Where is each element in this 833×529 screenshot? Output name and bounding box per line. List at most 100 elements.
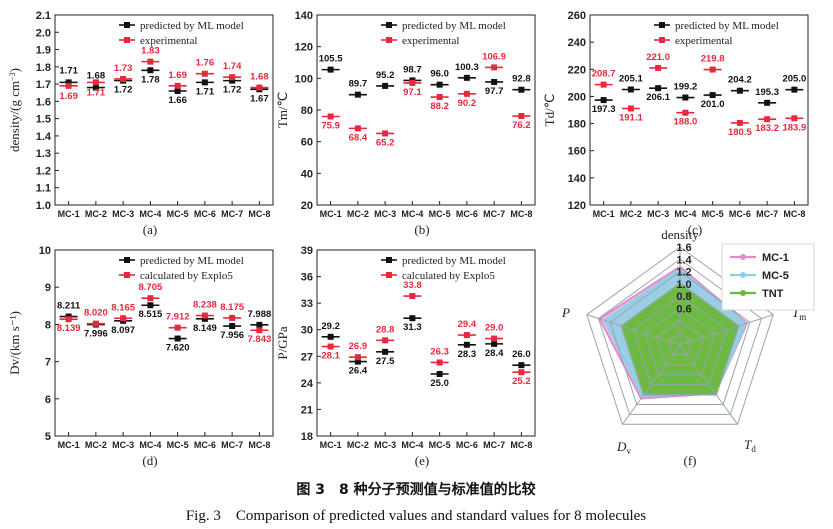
y-axis-label: density/(g cm−3) xyxy=(7,68,22,152)
data-point xyxy=(327,333,334,340)
radar-tick-label: 1.2 xyxy=(676,267,691,279)
radar-spoke xyxy=(679,344,739,425)
data-label: 1.69 xyxy=(59,91,78,102)
panel-caption: (a) xyxy=(143,222,157,237)
data-label: 88.2 xyxy=(430,101,449,112)
data-label: 27.5 xyxy=(376,356,395,367)
x-tick-label: MC-4 xyxy=(401,209,423,219)
legend-label: MC-1 xyxy=(762,252,789,264)
data-point xyxy=(409,79,416,86)
x-tick-label: MC-2 xyxy=(347,209,369,219)
data-label: 1.69 xyxy=(168,70,187,81)
legend: predicted by ML model experimental xyxy=(381,20,506,47)
panel-caption: (e) xyxy=(415,453,429,468)
legend-swatch-marker xyxy=(386,272,392,278)
data-label: 8.175 xyxy=(220,302,244,313)
y-tick-label: 24 xyxy=(301,378,314,390)
legend-label: TNT xyxy=(762,288,784,300)
data-point xyxy=(627,86,634,93)
data-point xyxy=(436,359,443,366)
data-point xyxy=(354,354,361,361)
data-label: 28.1 xyxy=(321,351,340,362)
data-point xyxy=(201,312,208,319)
radar-legend: MC-1 MC-5 TNT xyxy=(721,243,815,311)
x-tick-label: MC-3 xyxy=(112,209,134,219)
data-label: 29.0 xyxy=(485,323,504,334)
data-label: 197.3 xyxy=(592,104,616,115)
y-tick-label: 8 xyxy=(45,319,51,331)
y-tick-label: 120 xyxy=(568,200,586,212)
data-label: 97.7 xyxy=(485,86,504,97)
legend-label: experimental xyxy=(140,35,197,47)
radar-grid-ring xyxy=(609,270,751,405)
x-tick-label: MC-8 xyxy=(510,209,532,219)
data-point xyxy=(409,293,416,300)
data-label: 28.8 xyxy=(376,324,395,335)
legend-swatch-marker xyxy=(124,257,130,263)
y-axis-label: Td/℃ xyxy=(542,94,557,127)
plot-frame xyxy=(54,14,274,206)
legend-swatch-marker xyxy=(124,37,130,43)
radar-grid-ring xyxy=(667,332,693,356)
data-label: 7.843 xyxy=(247,334,271,345)
y-tick-label: 1.8 xyxy=(36,62,51,74)
data-label: 100.3 xyxy=(455,62,479,73)
data-point xyxy=(327,113,334,120)
y-tick-label: 1.6 xyxy=(36,96,51,108)
data-label: 1.73 xyxy=(114,63,133,74)
radar-spoke xyxy=(679,314,774,346)
x-tick-label: MC-3 xyxy=(112,440,134,450)
legend-label: experimental xyxy=(675,35,732,47)
y-tick-label: 120 xyxy=(295,42,313,54)
data-point xyxy=(92,320,99,327)
plot-frame xyxy=(316,249,536,437)
data-label: 206.1 xyxy=(646,92,670,103)
y-tick-label: 140 xyxy=(568,173,586,185)
radar-spoke xyxy=(621,344,681,425)
y-tick-label: 180 xyxy=(568,119,586,131)
x-tick-label: MC-5 xyxy=(429,209,451,219)
data-point xyxy=(436,81,443,88)
radar-grid-ring xyxy=(644,307,716,376)
data-point xyxy=(791,115,798,122)
panel-caption: (f) xyxy=(684,453,697,468)
data-point xyxy=(518,113,525,120)
data-label: 26.0 xyxy=(512,349,531,360)
data-label: 8.139 xyxy=(57,323,81,334)
data-label: 7.996 xyxy=(84,329,108,340)
radar-tick-label: 1.4 xyxy=(676,254,692,266)
legend-swatch-marker xyxy=(386,37,392,43)
x-tick-label: MC-1 xyxy=(320,440,342,450)
radar-tick-label: 1.6 xyxy=(676,242,691,254)
legend-swatch-marker xyxy=(740,290,746,296)
data-point xyxy=(256,84,263,91)
data-label: 95.2 xyxy=(376,70,395,81)
legend-label: experimental xyxy=(402,35,459,47)
panel-caption: (d) xyxy=(142,453,157,468)
data-label: 1.72 xyxy=(114,85,133,96)
y-tick-label: 39 xyxy=(301,245,313,257)
y-axis-label: P/GPa xyxy=(275,326,290,359)
data-label: 1.71 xyxy=(59,65,78,76)
data-point xyxy=(201,79,208,86)
x-tick-label: MC-3 xyxy=(374,440,396,450)
data-label: 25.2 xyxy=(512,376,531,387)
data-label: 219.8 xyxy=(701,54,725,65)
legend-swatch-marker xyxy=(659,37,665,43)
legend-swatch-marker xyxy=(124,272,130,278)
data-point xyxy=(174,82,181,89)
data-point xyxy=(65,82,72,89)
data-label: 28.4 xyxy=(485,348,504,359)
y-tick-label: 36 xyxy=(301,272,313,284)
y-tick-label: 100 xyxy=(295,73,313,85)
legend: predicted by ML model experimental xyxy=(119,20,244,47)
data-label: 96.0 xyxy=(430,69,449,80)
data-point xyxy=(463,332,470,339)
legend-label: predicted by ML model xyxy=(402,20,506,32)
panel-caption: (b) xyxy=(414,222,429,237)
x-tick-label: MC-2 xyxy=(347,440,369,450)
panel-b: 20 40 60 80 100 120 140 MC-1 MC-2 MC-3 MC-4 MC-5 MC-… xyxy=(275,10,536,237)
x-tick-label: MC-6 xyxy=(456,440,478,450)
data-label: 7.988 xyxy=(247,309,271,320)
data-label: 8.705 xyxy=(138,282,162,293)
